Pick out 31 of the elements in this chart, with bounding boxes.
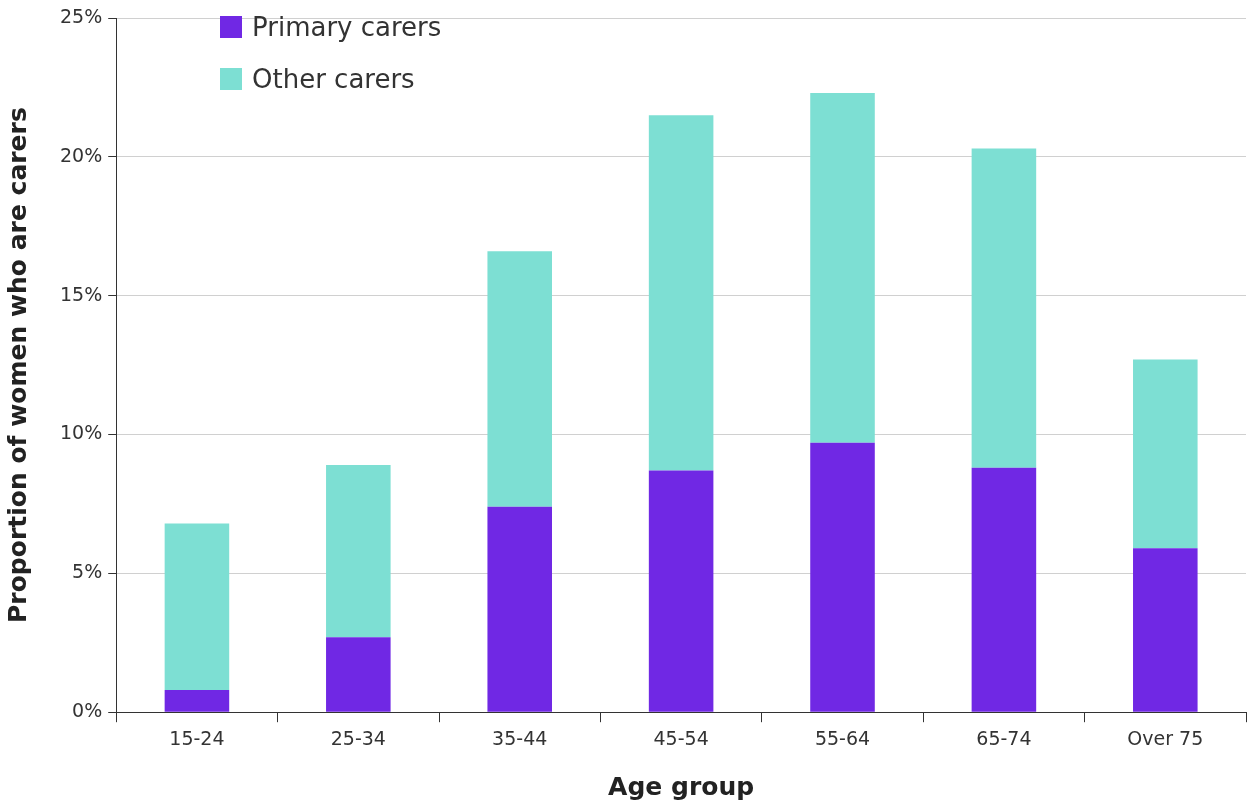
y-tick-label: 10% bbox=[60, 421, 103, 444]
y-tick-label: 15% bbox=[60, 282, 103, 305]
x-tick-label: 65-74 bbox=[976, 726, 1032, 749]
y-tick-label: 5% bbox=[72, 560, 103, 583]
x-axis-title: Age group bbox=[608, 771, 755, 801]
x-tick-label: 25-34 bbox=[330, 726, 386, 749]
bar bbox=[1133, 548, 1198, 712]
bar bbox=[1133, 359, 1198, 549]
bar bbox=[487, 251, 552, 507]
bar bbox=[487, 506, 552, 712]
bar bbox=[810, 92, 875, 443]
y-tick-label: 25% bbox=[60, 4, 103, 27]
bar bbox=[326, 465, 391, 638]
legend-label: Primary carers bbox=[252, 12, 442, 42]
bar bbox=[971, 148, 1037, 468]
bar bbox=[648, 470, 714, 712]
x-tick-label: Over 75 bbox=[1127, 726, 1204, 749]
y-tick-label: 0% bbox=[72, 699, 103, 722]
y-tick-label: 20% bbox=[60, 143, 103, 166]
y-axis-title: Proportion of women who are carers bbox=[2, 107, 32, 623]
bar bbox=[326, 637, 391, 712]
x-tick-label: 15-24 bbox=[169, 726, 225, 749]
bar bbox=[164, 689, 230, 712]
x-tick-label: 35-44 bbox=[492, 726, 548, 749]
bar bbox=[971, 467, 1037, 712]
bar bbox=[164, 523, 230, 690]
x-tick-label: 45-54 bbox=[653, 726, 709, 749]
x-tick-label: 55-64 bbox=[814, 726, 871, 749]
bar bbox=[648, 115, 714, 471]
legend-label: Other carers bbox=[252, 64, 415, 94]
bar bbox=[810, 442, 875, 712]
